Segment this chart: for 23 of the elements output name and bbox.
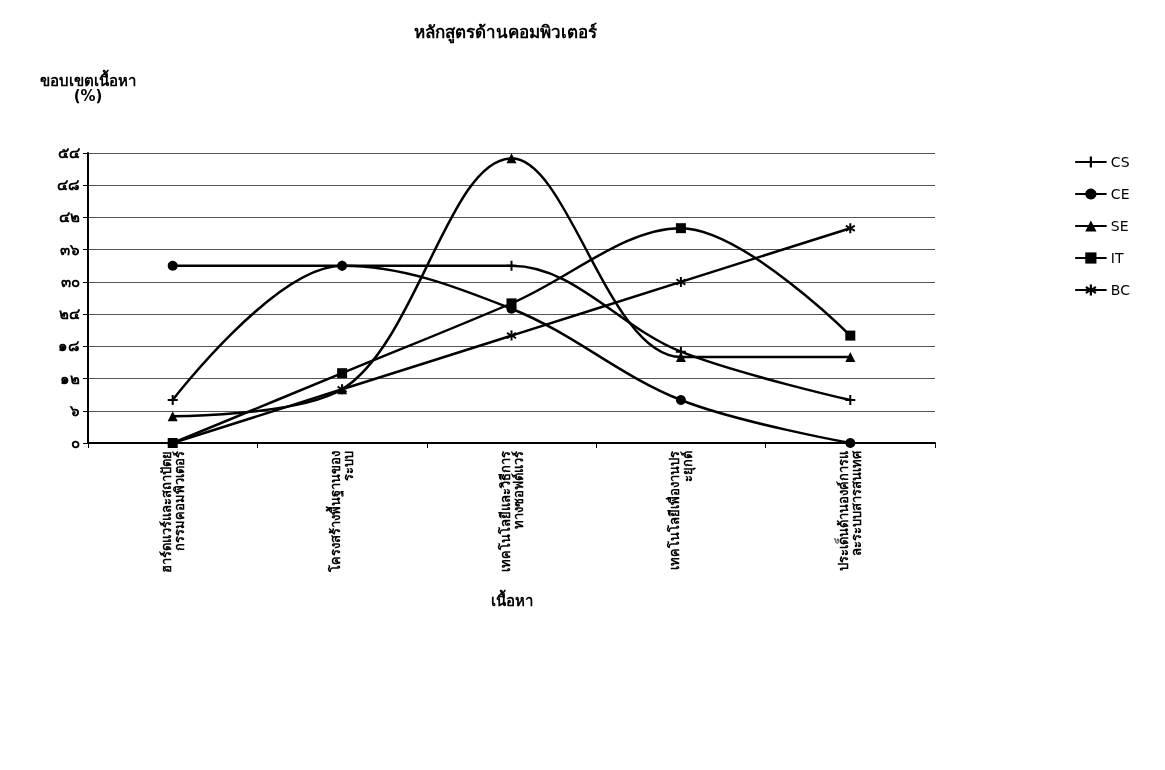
chart-title: หลักสูตรด้านคอมพิวเตอร์: [413, 21, 598, 44]
legend-label: IT: [1110, 250, 1124, 266]
y-tick-label: ๓๖: [60, 240, 80, 259]
x-tick-label: เทคโนโลยีและวิธีการทางซอฟต์แวร์: [496, 451, 526, 572]
y-tick-label: ๔๒: [59, 208, 80, 227]
legend-label: CS: [1110, 154, 1130, 170]
y-tick-label: ๖: [69, 401, 80, 420]
legend-label: SE: [1110, 218, 1129, 234]
y-tick-label: ๔๘: [57, 176, 80, 195]
x-tick-label: ฮาร์ดแวร์และสถาปัตยกรรมคอมพิวเตอร์: [158, 451, 187, 573]
legend-label: CE: [1110, 186, 1130, 202]
x-tick-label: โครงสร้างพื้นฐานของระบบ: [325, 451, 357, 573]
x-axis-title: เนื้อหา: [490, 588, 533, 610]
legend-label: BC: [1110, 282, 1131, 298]
x-tick-label: ประเด็นด้านองค์การและระบบสารสนเทศ: [834, 450, 865, 571]
x-tick-label: เทคโนโลยีเพื่องานประยุกต์: [664, 451, 696, 570]
y-tick-label: ๐: [71, 434, 80, 452]
y-tick-label: ๒๔: [59, 305, 81, 324]
y-tick-label: ๕๔: [58, 144, 81, 162]
y-tick-label: ๑๘: [58, 337, 80, 356]
y-axis-title: ขอบเขตเนื้อหา (%): [40, 68, 136, 105]
y-tick-label: ๑๒: [60, 369, 80, 388]
y-tick-label: ๓๐: [61, 272, 80, 291]
